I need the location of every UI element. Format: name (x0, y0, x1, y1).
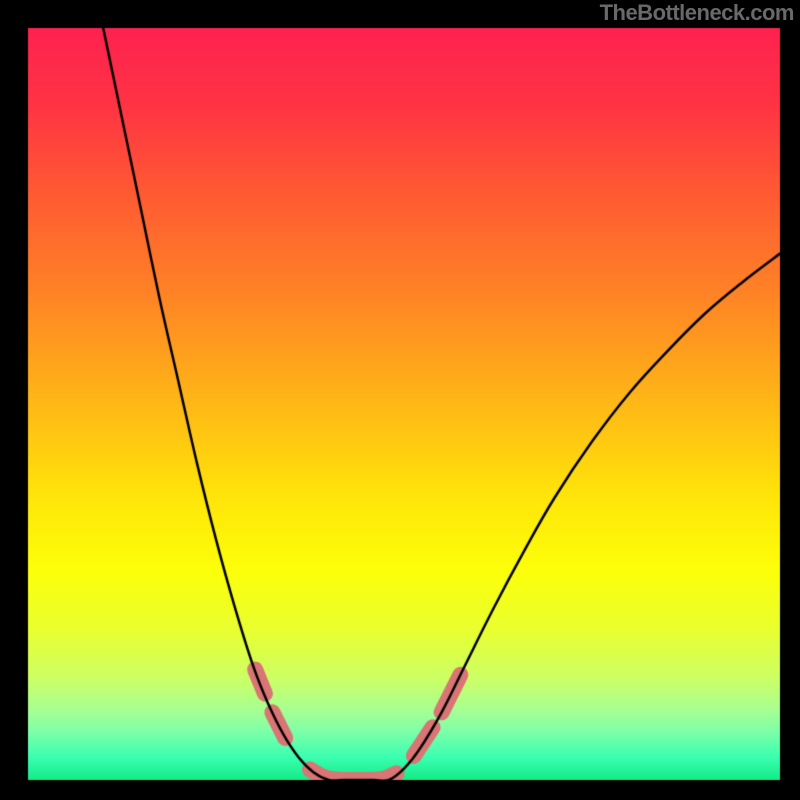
bottleneck-v-chart (0, 0, 800, 800)
chart-container: TheBottleneck.com (0, 0, 800, 800)
watermark-label: TheBottleneck.com (600, 0, 794, 26)
